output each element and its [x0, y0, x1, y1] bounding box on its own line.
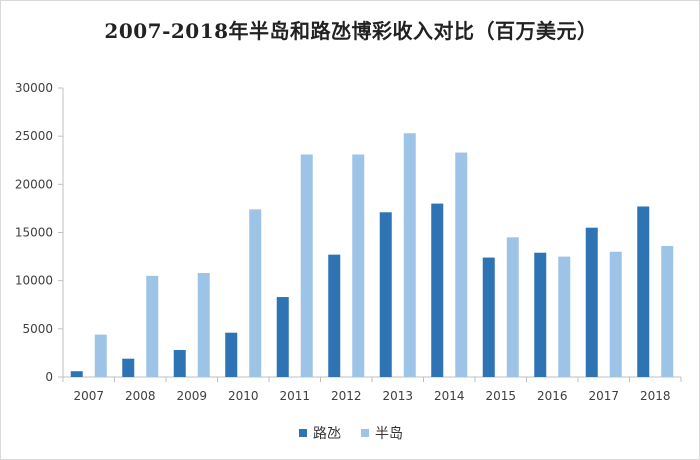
bar-series-1: [173, 350, 186, 377]
bar-series-1: [70, 371, 83, 377]
bar-series-1: [482, 257, 495, 377]
bar-series-2: [455, 152, 468, 377]
x-tick-label: 2007: [73, 389, 104, 403]
y-tick-label: 5000: [22, 322, 53, 336]
bar-series-1: [534, 252, 547, 377]
bar-series-1: [122, 358, 135, 377]
bar-series-1: [225, 332, 238, 377]
chart-title: 2007-2018年半岛和路氹博彩收入对比（百万美元）: [104, 19, 598, 43]
y-tick-label: 15000: [15, 226, 53, 240]
bar-series-1: [431, 203, 444, 377]
x-tick-label: 2013: [382, 389, 413, 403]
x-tick-label: 2009: [176, 389, 207, 403]
bar-series-1: [585, 227, 598, 377]
legend-item-series-2: 半岛: [361, 423, 403, 443]
y-tick-label: 25000: [15, 129, 53, 143]
legend-swatch-series-2: [361, 429, 369, 437]
bar-series-2: [558, 256, 571, 377]
x-tick-label: 2014: [434, 389, 465, 403]
bar-series-2: [146, 275, 159, 377]
x-tick-label: 2016: [537, 389, 568, 403]
x-tick-label: 2008: [125, 389, 156, 403]
bar-series-2: [197, 272, 210, 377]
bars: [70, 133, 674, 377]
bar-series-2: [506, 237, 519, 377]
y-tick-label: 10000: [15, 274, 53, 288]
bar-series-1: [379, 212, 392, 377]
bar-series-1: [328, 254, 341, 377]
bar-series-1: [276, 297, 289, 377]
y-tick-label: 30000: [15, 81, 53, 95]
legend-label-series-2: 半岛: [375, 426, 403, 442]
y-axis: 0 5000 10000 15000 20000 25000 30000: [15, 81, 64, 384]
bar-series-2: [609, 251, 622, 377]
x-tick-label: 2010: [228, 389, 259, 403]
y-tick-label: 20000: [15, 177, 53, 191]
legend-swatch-series-1: [299, 429, 307, 437]
bar-series-2: [300, 154, 313, 377]
x-tick-label: 2011: [279, 389, 310, 403]
x-tick-label: 2015: [485, 389, 516, 403]
x-tick-label: 2017: [588, 389, 619, 403]
bar-series-2: [249, 209, 262, 377]
legend-label-series-1: 路氹: [313, 426, 341, 442]
legend-item-series-1: 路氹: [299, 423, 341, 443]
bar-series-2: [661, 245, 674, 377]
x-tick-label: 2018: [640, 389, 671, 403]
bar-series-2: [352, 154, 365, 377]
bar-series-1: [637, 206, 650, 377]
y-tick-label: 0: [45, 370, 53, 384]
bar-series-2: [403, 133, 416, 377]
x-axis: 2007 2008 2009 2010 2011 2012 2013 2014 2015 2016…: [62, 376, 682, 403]
x-tick-label: 2012: [331, 389, 362, 403]
bar-series-2: [94, 334, 107, 377]
legend: 路氹 半岛: [1, 423, 700, 443]
